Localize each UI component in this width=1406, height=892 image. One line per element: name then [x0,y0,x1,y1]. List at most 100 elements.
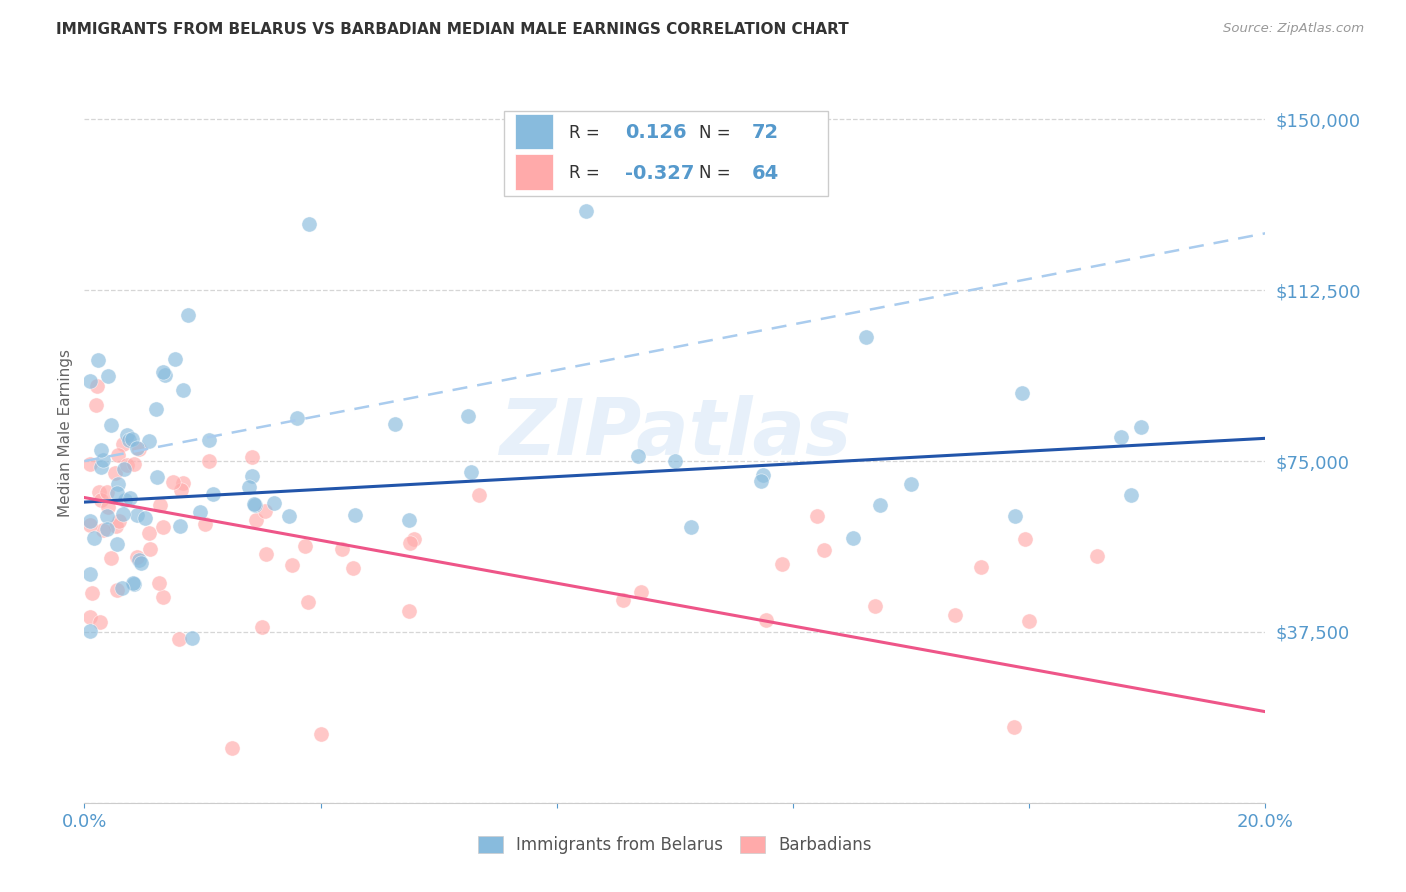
Point [309,727,332,741]
Point [138,434,160,448]
Point [111,581,134,595]
Point [180,631,202,645]
Point [749,474,772,488]
Point [1130,419,1153,434]
Bar [516,154,553,190]
Legend: Immigrants from Belarus, Barbadians: Immigrants from Belarus, Barbadians [471,830,879,861]
Point [202,487,225,501]
Point [79,610,101,624]
Point [84,398,107,412]
Point [679,520,702,534]
Point [398,513,420,527]
Bar [516,113,553,149]
Point [630,584,652,599]
Point [145,470,167,484]
Point [943,607,966,622]
Point [100,417,122,432]
Point [243,498,266,512]
Point [82,586,104,600]
Point [122,577,145,591]
Point [107,514,129,528]
Point [243,497,266,511]
Point [90,492,112,507]
Point [167,632,190,647]
Point [162,475,184,489]
Point [122,576,145,591]
Text: N =: N = [699,164,735,183]
Point [297,595,319,609]
Text: N =: N = [699,124,735,142]
FancyBboxPatch shape [503,111,828,195]
Point [404,532,426,546]
Point [165,351,187,366]
Point [460,466,482,480]
Point [280,558,302,572]
Point [97,368,120,383]
Point [134,511,156,525]
Point [254,504,277,518]
Point [245,512,267,526]
Point [575,203,598,218]
Point [467,488,489,502]
Point [90,443,112,458]
Text: -0.327: -0.327 [626,164,695,183]
Point [91,523,114,537]
Point [240,450,263,464]
Text: Source: ZipAtlas.com: Source: ZipAtlas.com [1223,22,1364,36]
Point [153,368,176,382]
Point [1109,430,1132,444]
Point [855,329,877,343]
Text: R =: R = [568,124,605,142]
Point [221,741,243,756]
Point [125,550,148,565]
Point [91,453,114,467]
Point [148,575,170,590]
Point [105,486,128,500]
Point [111,436,134,450]
Point [240,469,263,483]
Point [129,556,152,570]
Point [770,557,793,571]
Point [89,615,111,629]
Point [128,442,150,456]
Point [90,459,112,474]
Point [100,550,122,565]
Text: IMMIGRANTS FROM BELARUS VS BARBADIAN MEDIAN MALE EARNINGS CORRELATION CHART: IMMIGRANTS FROM BELARUS VS BARBADIAN MED… [56,22,849,37]
Point [96,484,118,499]
Point [114,492,136,507]
Point [198,454,221,468]
Point [86,379,108,393]
Point [457,409,479,423]
Point [121,432,143,446]
Point [105,582,128,597]
Point [177,308,200,322]
Point [342,561,364,575]
Point [254,547,277,561]
Point [330,542,353,557]
Point [752,467,775,482]
Point [79,624,101,638]
Point [97,500,120,515]
Point [263,496,285,510]
Point [172,475,194,490]
Point [112,508,135,522]
Point [152,590,174,604]
Y-axis label: Median Male Earnings: Median Male Earnings [58,349,73,516]
Point [384,417,406,431]
Point [194,516,217,531]
Point [79,567,101,582]
Point [1004,508,1026,523]
Point [107,448,129,462]
Point [755,613,778,627]
Point [125,441,148,455]
Point [79,518,101,533]
Point [115,458,138,472]
Point [250,620,273,634]
Point [79,457,101,471]
Point [105,518,128,533]
Point [398,604,420,618]
Text: ZIPatlas: ZIPatlas [499,394,851,471]
Point [238,480,260,494]
Point [188,505,211,519]
Point [970,559,993,574]
